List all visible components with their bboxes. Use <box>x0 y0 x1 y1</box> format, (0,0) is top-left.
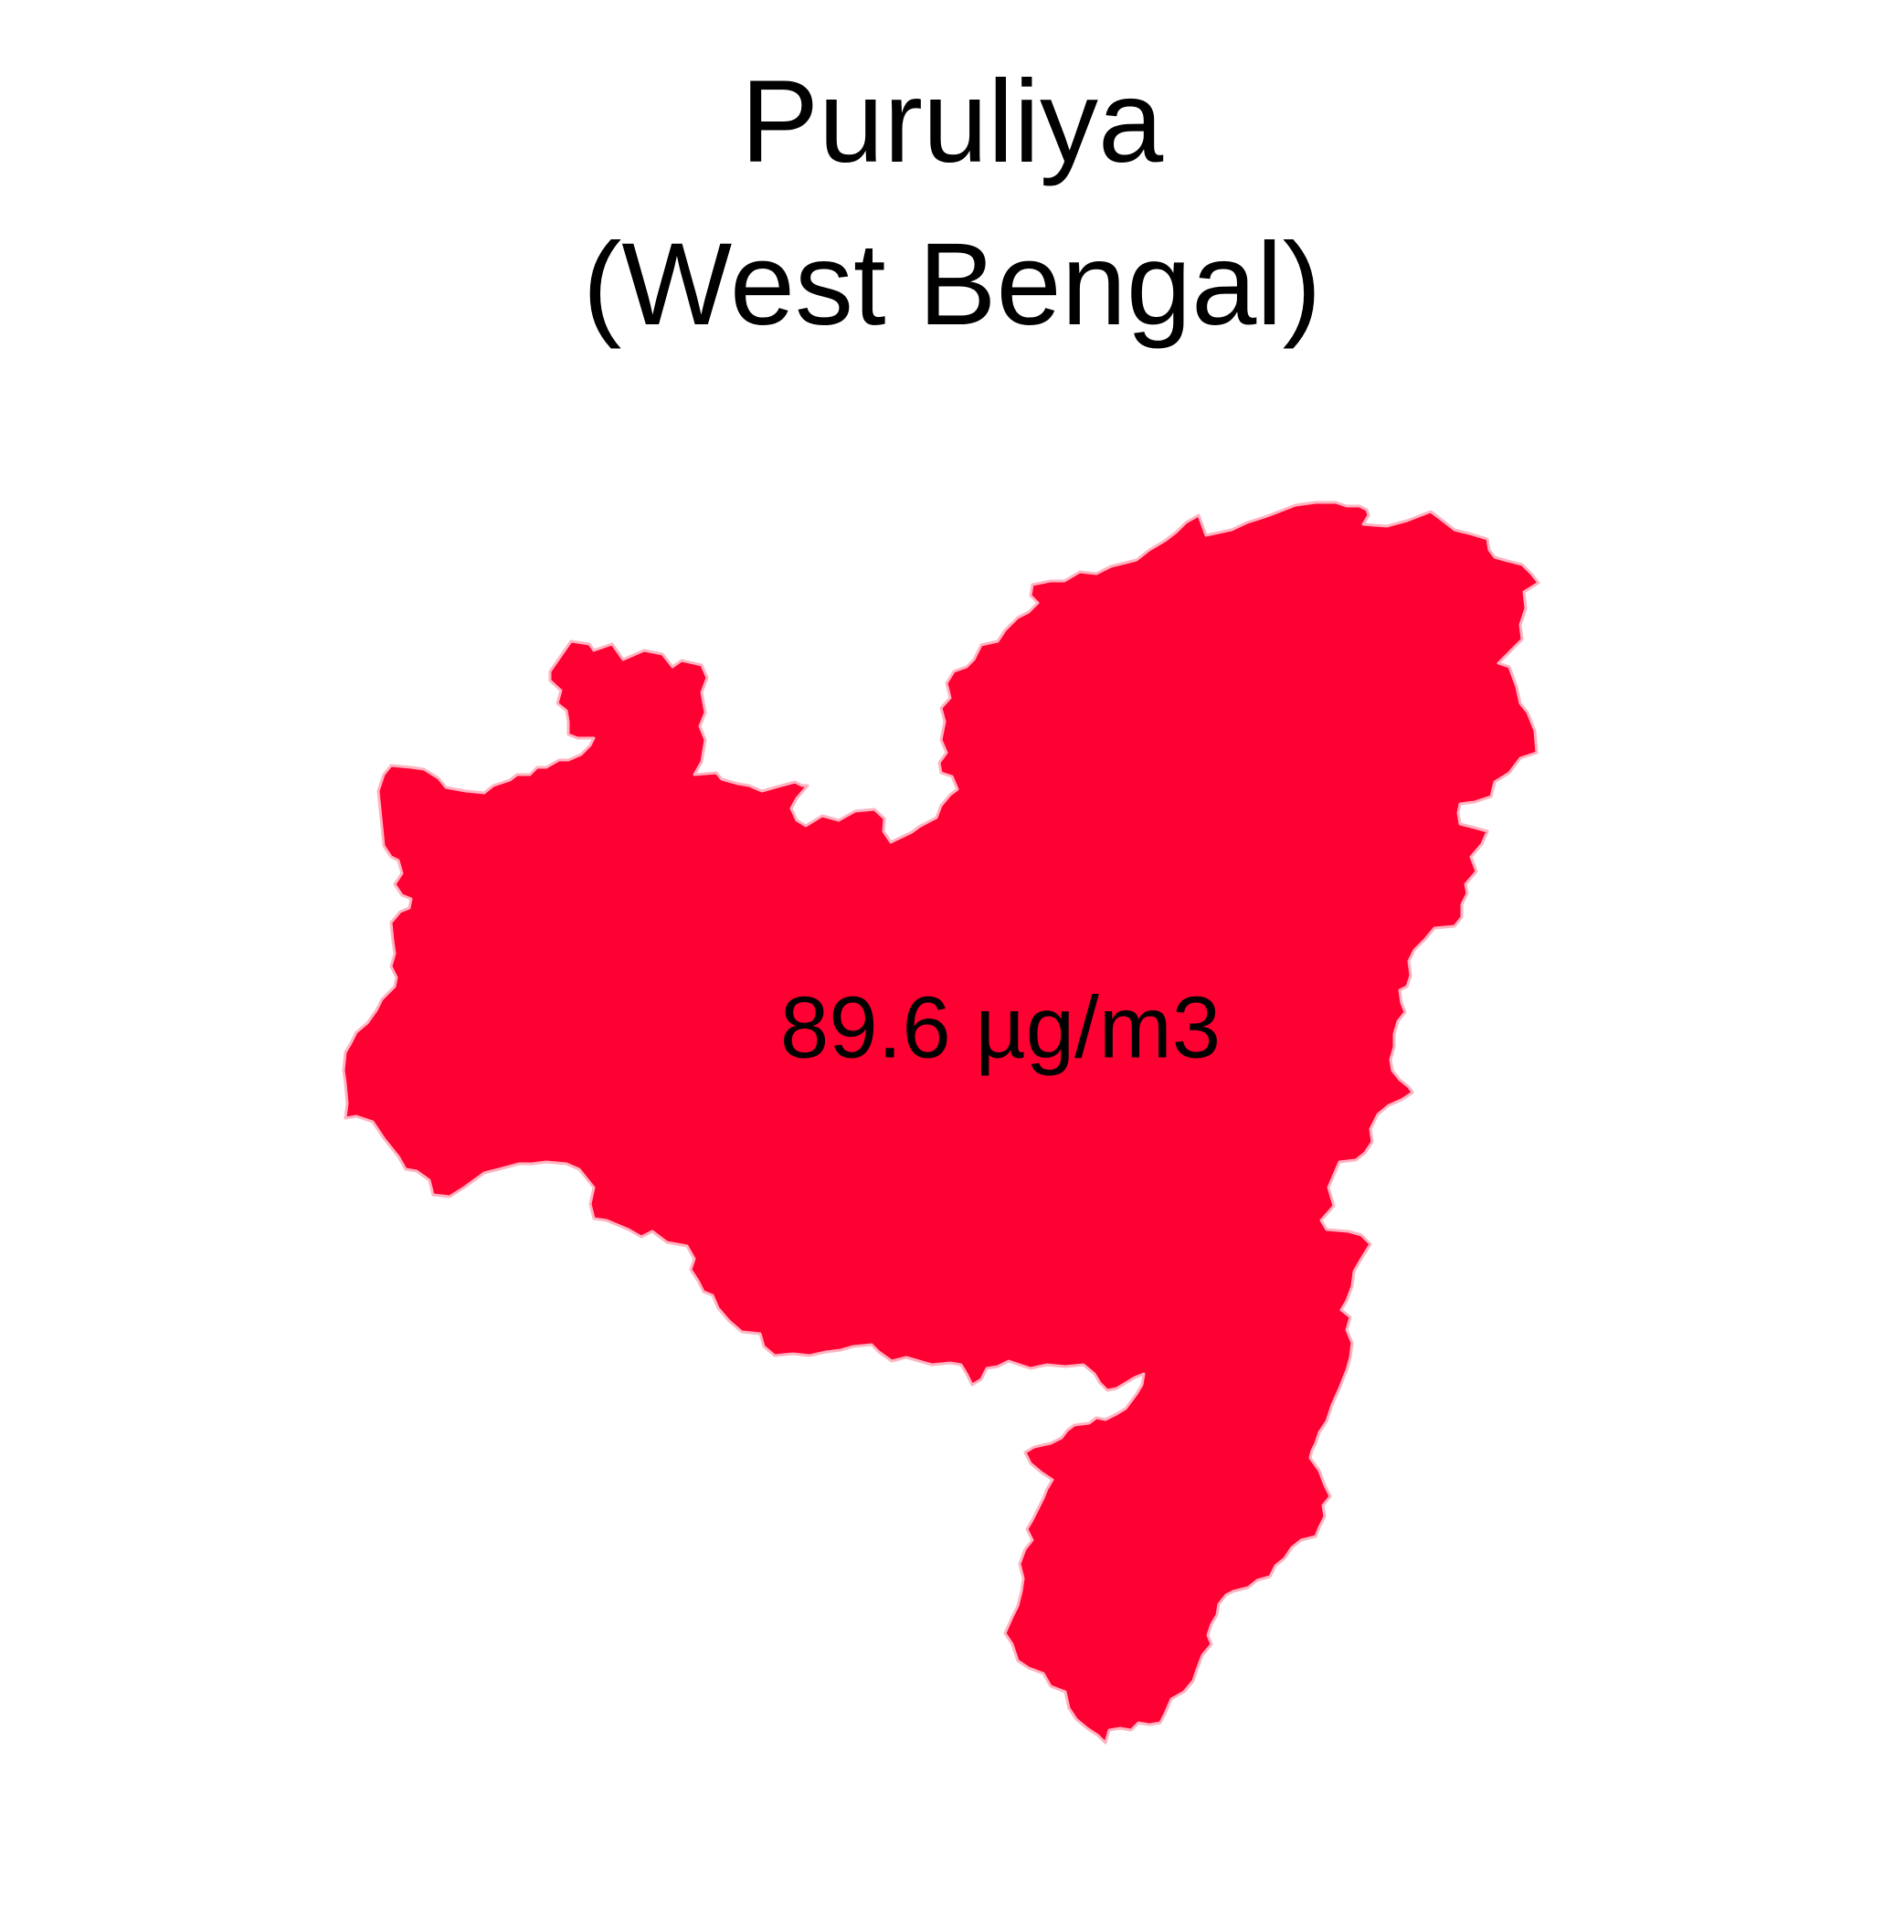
pm25-value-label: 89.6 µg/m3 <box>780 979 1221 1077</box>
district-region-puruliya <box>342 501 1540 1745</box>
map-title-state: (West Bengal) <box>582 219 1322 350</box>
map-title-district: Puruliya <box>740 57 1164 187</box>
